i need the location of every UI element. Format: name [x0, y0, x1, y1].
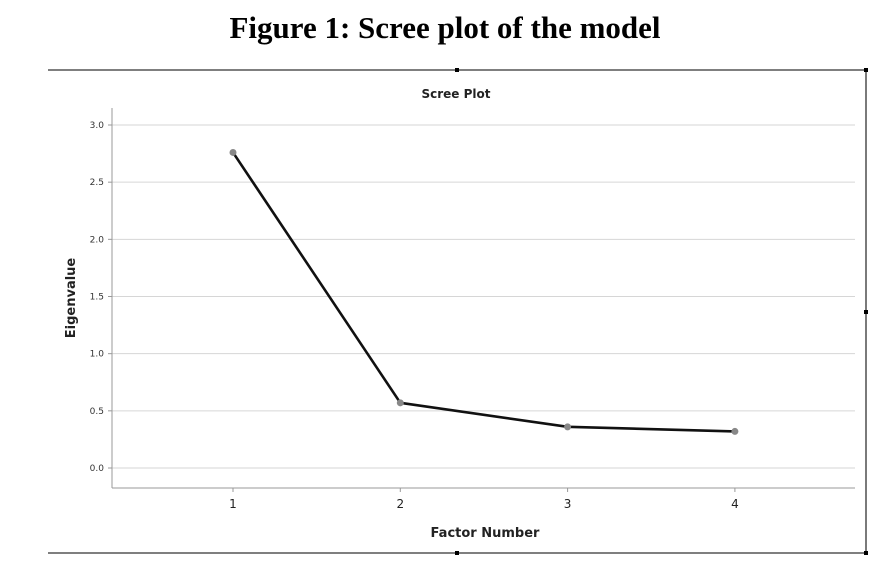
x-axis-label: Factor Number [431, 526, 540, 541]
chart-title: Scree Plot [421, 87, 490, 101]
data-point [229, 148, 237, 156]
y-tick-label: 0.0 [90, 464, 105, 474]
y-tick-label: 3.0 [90, 121, 105, 131]
data-point [731, 427, 739, 435]
x-tick-label: 3 [564, 497, 572, 511]
frame-handle-bottom-right[interactable] [864, 551, 868, 555]
y-tick-label: 0.5 [90, 407, 104, 417]
axes [111, 108, 855, 489]
data-point [396, 399, 404, 407]
y-axis-label: Eigenvalue [64, 258, 79, 339]
x-tick-label: 4 [731, 497, 739, 511]
grid-lines [112, 124, 855, 469]
x-tick-label: 2 [396, 497, 404, 511]
frame-handle-top-right[interactable] [864, 68, 868, 72]
y-tick-label: 1.5 [90, 293, 104, 303]
series-line [231, 151, 735, 433]
data-point [564, 423, 572, 431]
figure-title: Figure 1: Scree plot of the model [229, 10, 661, 45]
y-tick-label: 2.5 [90, 178, 104, 188]
y-tick-label: 1.0 [90, 350, 105, 360]
y-tick-labels: 0.0 0.5 1.0 1.5 2.0 2.5 3.0 [90, 121, 112, 474]
frame-handle-right[interactable] [864, 310, 868, 314]
frame-handle-top[interactable] [455, 68, 459, 72]
frame-handle-bottom[interactable] [455, 551, 459, 555]
y-tick-label: 2.0 [90, 235, 105, 245]
series-eigenvalue [229, 148, 739, 435]
x-tick-labels: 1 2 3 4 [229, 488, 739, 511]
x-tick-label: 1 [229, 497, 237, 511]
